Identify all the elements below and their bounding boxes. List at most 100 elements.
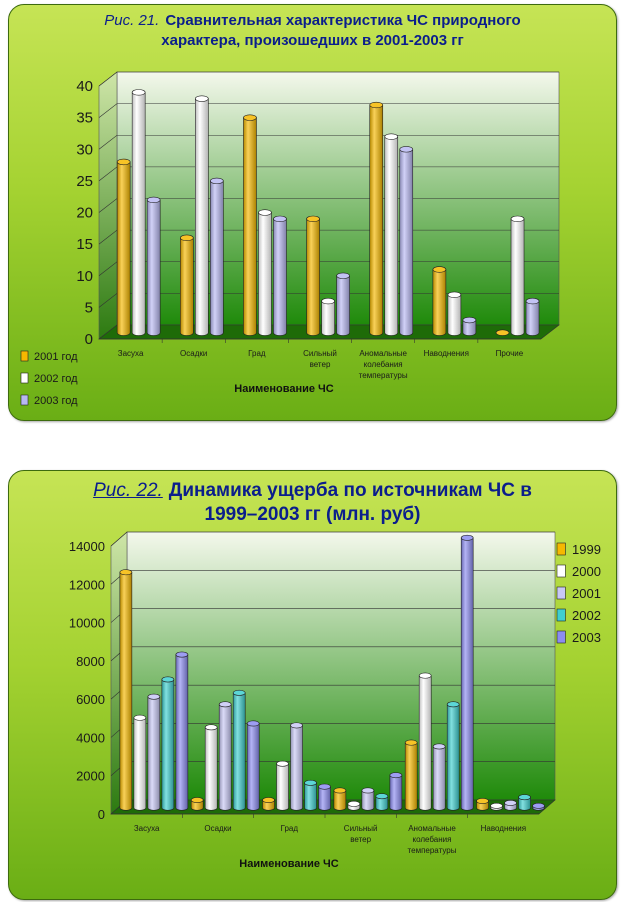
x-category-label: Прочие — [496, 349, 524, 358]
y-tick-label: 2000 — [76, 769, 105, 784]
y-tick-label: 14000 — [69, 539, 105, 554]
bar — [389, 772, 403, 811]
bar — [347, 800, 361, 811]
bar — [432, 743, 446, 811]
y-tick-label: 4000 — [76, 730, 105, 745]
bar — [369, 101, 384, 336]
bar — [180, 234, 194, 336]
bar — [210, 177, 224, 336]
bar — [432, 266, 447, 336]
bar — [333, 787, 347, 811]
bar — [399, 146, 414, 336]
title-line-1: Динамика ущерба по источникам ЧС в — [168, 480, 532, 501]
y-tick-label: 8000 — [76, 654, 105, 669]
bar — [532, 802, 545, 811]
bar — [490, 802, 503, 811]
bar — [161, 676, 175, 811]
legend-item: 2000 — [556, 564, 601, 579]
x-category-label: Сильный ветер — [344, 824, 378, 844]
bar — [510, 215, 525, 336]
y-tick-label: 15 — [76, 236, 93, 253]
bar — [204, 724, 218, 811]
chart-title-fig22: Рис. 22. Динамика ущерба по источникам ЧС… — [9, 479, 616, 527]
y-tick-label: 35 — [76, 110, 93, 127]
bar — [175, 651, 189, 811]
gridline — [98, 134, 559, 150]
bar — [119, 569, 133, 811]
y-tick-label: 10 — [76, 268, 93, 285]
bar — [131, 89, 146, 336]
y-tick-label: 40 — [76, 78, 93, 95]
x-category-label: Аномальные колебания температуры — [408, 824, 457, 855]
bar — [116, 158, 131, 336]
y-tick-label: 12000 — [69, 577, 105, 592]
x-axis-title: Наименование ЧС — [234, 383, 333, 395]
x-category-label: Град — [248, 349, 266, 358]
bar — [504, 799, 517, 811]
y-tick-label: 25 — [76, 173, 93, 190]
bar — [147, 693, 161, 811]
bar — [336, 272, 350, 336]
bar — [361, 787, 375, 811]
bar — [321, 297, 335, 336]
legend-item: 2001 — [556, 586, 601, 601]
bar — [447, 291, 462, 336]
gridline — [110, 531, 555, 547]
bar — [258, 209, 272, 336]
gridline — [98, 71, 559, 87]
x-category-label: Аномальные колебания температуры — [359, 349, 408, 380]
bar — [243, 114, 257, 336]
gridline — [98, 103, 559, 118]
legend-label: 2001 год — [34, 351, 78, 363]
bar — [460, 534, 474, 811]
y-tick-label: 0 — [85, 331, 93, 348]
y-tick-label: 5 — [85, 299, 93, 316]
bar — [262, 797, 275, 811]
legend-item: 2003 — [556, 630, 601, 645]
chart-svg-fig21: 0 5 10 15 20 25 30 35 40 Засуха Осадки Град Сильный в… — [20, 71, 560, 407]
title-line-2: характера, произошедших в 2001-2003 гг — [161, 32, 464, 49]
bar — [384, 133, 399, 336]
bar — [232, 689, 246, 811]
x-category-label: Засуха — [118, 349, 144, 358]
legend-item: 2001 год — [20, 350, 78, 363]
x-axis-title: Наименование ЧС — [239, 858, 338, 870]
bar — [290, 722, 303, 811]
bar — [462, 316, 477, 336]
bar — [446, 701, 460, 811]
bar — [133, 714, 147, 811]
back-wall — [126, 531, 556, 801]
bar — [404, 739, 418, 811]
bar — [190, 797, 204, 811]
x-category-label: Наводнения — [481, 824, 526, 833]
legend-item: 1999 — [556, 542, 601, 557]
y-tick-label: 0 — [98, 807, 105, 822]
title-line-1: Сравнительная характеристика ЧС природно… — [165, 12, 521, 29]
y-tick-label: 30 — [76, 141, 93, 158]
legend-item: 2003 год — [20, 394, 78, 407]
legend-label: 2001 — [572, 586, 601, 601]
x-category-label: Засуха — [134, 824, 160, 833]
x-category-label: Сильный ветер — [303, 349, 337, 369]
bar — [218, 701, 232, 811]
chart-svg-fig22: 0 2000 4000 6000 8000 10000 12000 14000 Засуха Ос… — [69, 531, 601, 870]
legend-label: 2002 год — [34, 373, 78, 385]
x-category-label: Наводнения — [424, 349, 469, 358]
bar — [375, 793, 389, 811]
y-tick-label: 10000 — [69, 616, 105, 631]
bar — [518, 794, 531, 811]
bar — [306, 215, 320, 336]
legend-item: 2002 — [556, 608, 601, 623]
figure-number: Рис. 21. — [104, 12, 160, 29]
x-category-label: Осадки — [180, 349, 207, 358]
bar — [304, 779, 317, 811]
bar — [525, 297, 540, 336]
chart-panel-fig21: Рис. 21. Сравнительная характеристика ЧС … — [8, 4, 617, 421]
chart-panel-fig22: Рис. 22. Динамика ущерба по источникам ЧС… — [8, 470, 617, 900]
chart-title-fig21: Рис. 21. Сравнительная характеристика ЧС … — [9, 11, 616, 51]
legend-label: 2000 — [572, 564, 601, 579]
x-category-label: Осадки — [204, 824, 231, 833]
bar — [273, 215, 287, 336]
bar — [318, 783, 331, 811]
legend-label: 2003 — [572, 630, 601, 645]
